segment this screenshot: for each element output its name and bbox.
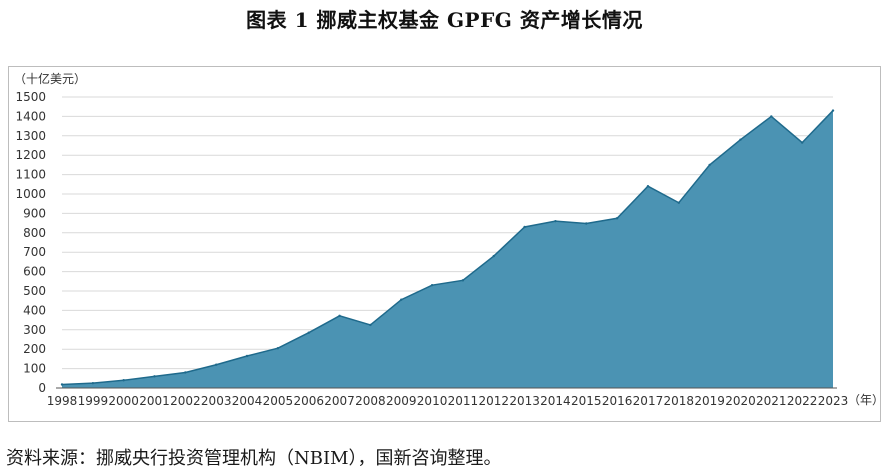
data-point: [245, 354, 249, 358]
data-point: [338, 314, 341, 318]
x-tick-label: 2001: [139, 394, 170, 408]
data-point: [430, 283, 434, 287]
data-point: [276, 347, 280, 350]
area-series: [60, 109, 835, 388]
data-point: [307, 331, 310, 334]
y-tick-label: 1300: [15, 129, 46, 143]
data-point: [461, 279, 465, 282]
data-point: [91, 381, 95, 385]
x-tick-label: 2021: [756, 394, 787, 408]
x-tick-label: 2003: [201, 394, 232, 408]
x-tick-label: 2007: [324, 394, 355, 408]
y-tick-label: 1500: [15, 90, 46, 104]
data-point: [831, 109, 835, 112]
data-point: [677, 201, 680, 204]
x-tick-label: 2016: [602, 394, 633, 408]
x-tick-label: 2006: [293, 394, 324, 408]
source-note: 资料来源：挪威央行投资管理机构（NBIM），国新咨询整理。: [6, 448, 502, 469]
y-tick-label: 500: [23, 284, 46, 298]
x-tick-label: 2005: [263, 394, 294, 408]
data-point: [184, 371, 187, 374]
y-tick-label: 1100: [15, 168, 46, 182]
x-tick-label: 2002: [170, 394, 201, 408]
x-tick-label: 2018: [664, 394, 695, 408]
data-point: [215, 363, 218, 366]
x-tick-label: 2019: [694, 394, 725, 408]
data-point: [153, 375, 156, 378]
y-tick-label: 1200: [15, 148, 46, 162]
y-tick-label: 600: [23, 265, 46, 279]
y-tick-label: 800: [23, 226, 46, 240]
data-point: [646, 185, 650, 188]
y-tick-label: 0: [38, 381, 46, 395]
data-point: [770, 115, 773, 118]
data-point: [523, 225, 526, 229]
x-tick-label: 2023: [818, 394, 849, 408]
data-point: [60, 383, 64, 386]
series-line: [61, 110, 834, 386]
x-tick-label: 2004: [232, 394, 263, 408]
axes: 0 100 200 300 400 500 600 700 800 900 1000 1100 1200…: [15, 90, 848, 408]
x-tick-label: 1999: [78, 394, 109, 408]
x-tick-label: 2012: [478, 394, 509, 408]
area-fill: [62, 110, 833, 388]
data-point: [554, 219, 557, 223]
x-tick-label: 2014: [540, 394, 571, 408]
x-tick-label: 2011: [448, 394, 479, 408]
x-tick-label: 2020: [725, 394, 756, 408]
chart-frame: [8, 66, 881, 422]
y-tick-label: 1400: [15, 109, 46, 123]
data-point: [369, 323, 372, 327]
x-tick-label: 2015: [571, 394, 602, 408]
x-tick-label: 2013: [509, 394, 540, 408]
data-point: [739, 138, 742, 141]
chart-title: 图表 1 挪威主权基金 GPFG 资产增长情况: [246, 8, 643, 32]
data-point: [800, 141, 804, 144]
x-tick-label: 1998: [47, 394, 78, 408]
y-axis-label: （十亿美元）: [14, 71, 86, 86]
data-point: [708, 163, 711, 167]
y-tick-label: 700: [23, 245, 46, 259]
x-axis-label: （年）: [848, 393, 884, 407]
y-tick-label: 400: [23, 303, 46, 317]
y-tick-label: 300: [23, 323, 46, 337]
x-tick-label: 2008: [355, 394, 386, 408]
y-tick-label: 100: [23, 362, 46, 376]
y-tick-label: 200: [23, 342, 46, 356]
y-tick-label: 900: [23, 206, 46, 220]
data-point: [122, 379, 125, 382]
x-tick-label: 2000: [108, 394, 139, 408]
data-point: [492, 254, 495, 258]
x-tick-label: 2017: [633, 394, 664, 408]
data-point: [615, 217, 619, 220]
y-tick-label: 1000: [15, 187, 46, 201]
x-tick-label: 2009: [386, 394, 417, 408]
x-tick-label: 2010: [417, 394, 448, 408]
data-point: [400, 298, 403, 301]
x-tick-label: 2022: [787, 394, 818, 408]
data-point: [585, 222, 588, 225]
